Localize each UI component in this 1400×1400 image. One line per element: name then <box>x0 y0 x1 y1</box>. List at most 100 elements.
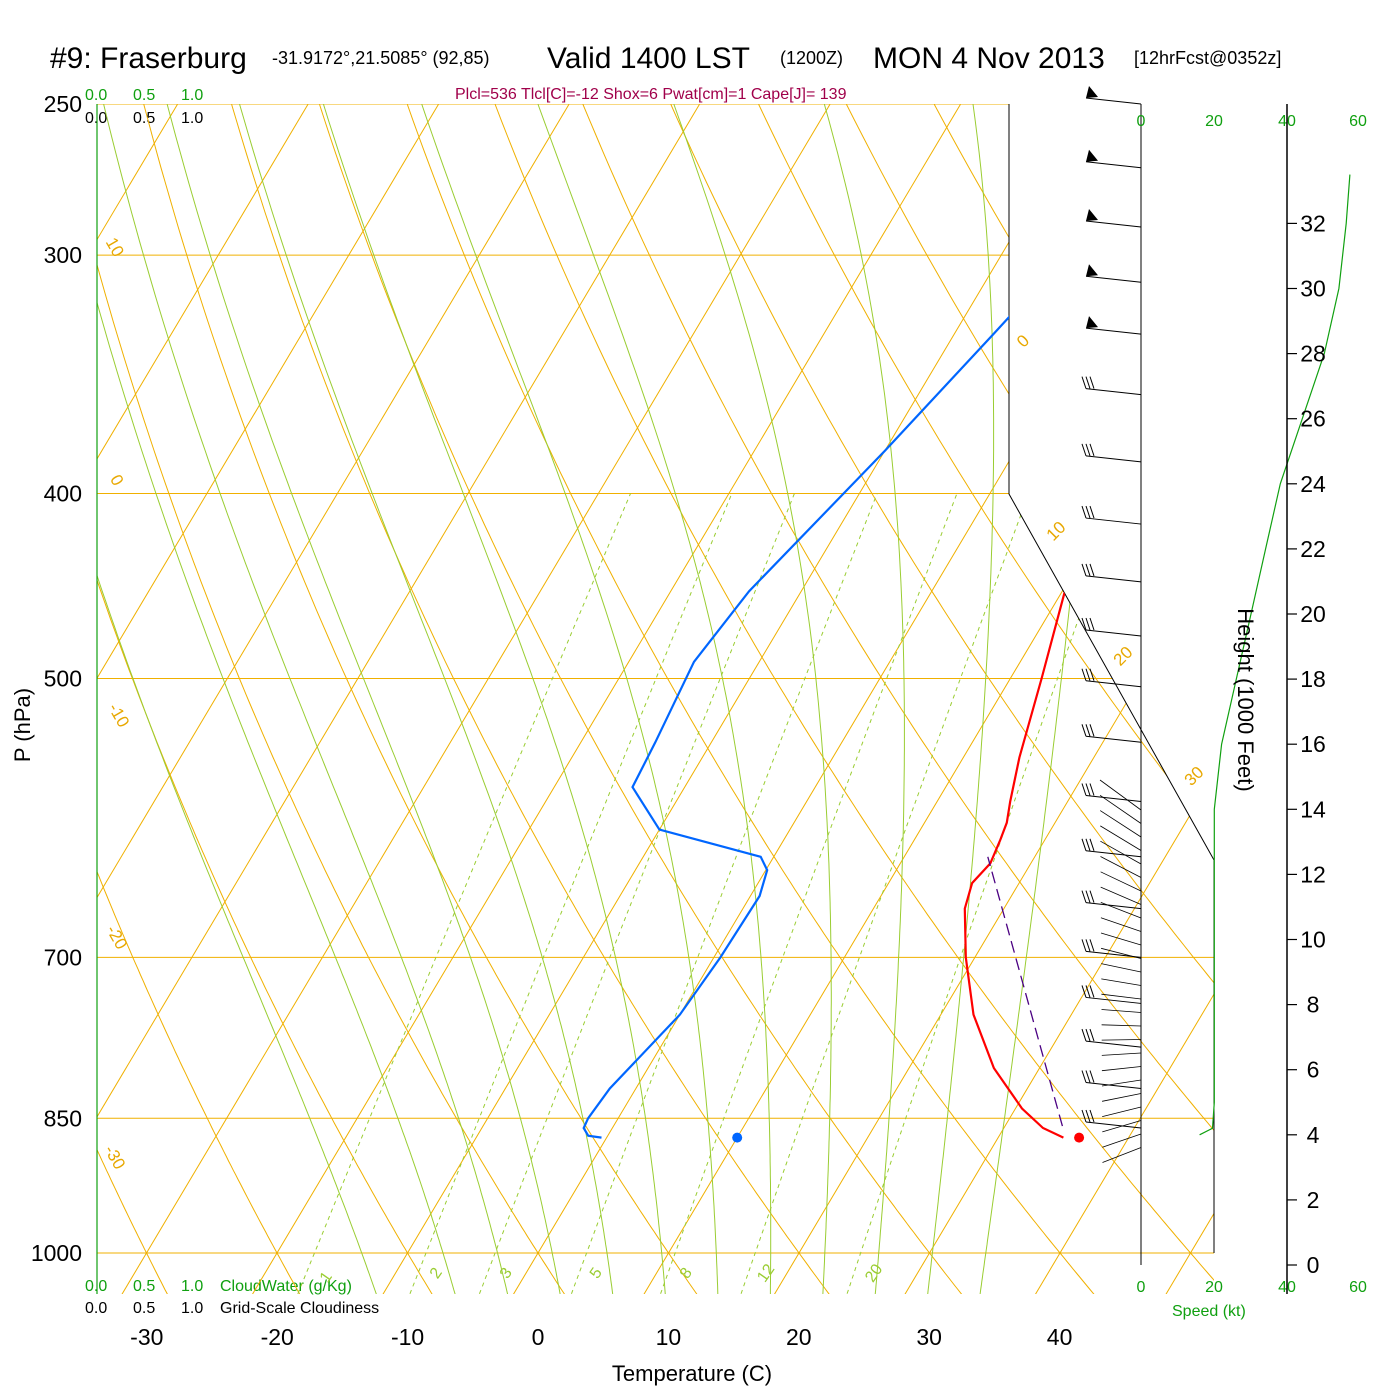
isotherm-line <box>97 104 590 1294</box>
dry-adiabat <box>97 104 437 1294</box>
mixing-ratio-line <box>294 493 631 1294</box>
wind-barb <box>1102 1147 1142 1163</box>
temp-tick-label: 20 <box>786 1324 812 1350</box>
height-tick-label: 22 <box>1300 536 1326 562</box>
wind-barb <box>1101 947 1142 959</box>
wind-barb <box>1081 724 1142 743</box>
station-title: #9: Fraserburg <box>50 42 247 75</box>
pressure-tick-850: 850 <box>44 1105 82 1131</box>
moist-adiabat <box>415 104 719 1294</box>
isotherm-label: -30 <box>100 1142 129 1173</box>
wind-barb <box>1101 1009 1142 1013</box>
speed-tick-bottom: 60 <box>1349 1279 1367 1296</box>
moist-adiabat <box>667 104 832 1294</box>
speed-tick-top: 20 <box>1205 113 1223 130</box>
moist-adiabat <box>234 104 615 1294</box>
dry-adiabat <box>481 104 1214 1294</box>
wind-barb <box>1085 316 1142 335</box>
isotherm-line <box>247 104 982 1294</box>
sounding-profiles <box>582 113 1200 1143</box>
isotherm-line <box>1030 104 1214 1294</box>
valid-time: Valid 1400 LST <box>547 42 750 75</box>
temperature-surface-point <box>1074 1132 1085 1143</box>
mixing-ratio-label: 8 <box>677 1265 696 1282</box>
cloud-scale-bottom: 0.0 0.5 1.0 CloudWater (g/Kg) 0.0 0.5 1.… <box>85 1278 379 1317</box>
isotherm-label: -20 <box>102 922 131 953</box>
speed-tick-bottom: 0 <box>1137 1279 1146 1296</box>
dry-adiabat <box>308 104 968 1294</box>
height-tick-label: 8 <box>1307 992 1320 1018</box>
temperature-profile <box>963 113 1200 1139</box>
isotherm-line <box>1161 104 1214 1294</box>
wind-barb <box>1101 1024 1142 1027</box>
wind-barb <box>1100 886 1142 905</box>
station-coords: -31.9172°,21.5085° (92,85) <box>272 48 490 68</box>
wind-barb <box>1101 1039 1142 1041</box>
temp-tick-label: 10 <box>656 1324 682 1350</box>
wind-barb <box>1100 871 1142 892</box>
mixing-ratio-line <box>476 493 795 1294</box>
moist-adiabat <box>819 104 905 1294</box>
height-tick-label: 10 <box>1300 927 1326 953</box>
pressure-tick-400: 400 <box>44 481 82 507</box>
speed-axis-label: Speed (kt) <box>1172 1303 1246 1320</box>
height-tick-label: 12 <box>1300 861 1326 887</box>
wind-barb <box>1101 963 1142 973</box>
moist-adiabat <box>531 104 772 1294</box>
dry-adiabat <box>134 104 703 1294</box>
cloudiness-label: Grid-Scale Cloudiness <box>220 1300 379 1317</box>
moist-adiabat <box>97 104 458 1294</box>
height-tick-label: 30 <box>1300 276 1326 302</box>
cloud-scale-bottom-black-0: 0.0 <box>85 1300 107 1317</box>
height-tick-label: 16 <box>1300 731 1326 757</box>
mixing-ratio-line <box>568 493 878 1294</box>
mixing-ratio-label: 20 <box>862 1261 886 1285</box>
height-tick-label: 26 <box>1300 406 1326 432</box>
valid-date: MON 4 Nov 2013 <box>873 42 1105 75</box>
isotherm-line <box>900 104 1214 1294</box>
wind-barb <box>1101 1079 1142 1087</box>
cloud-scale-top-black-1: 0.5 <box>133 110 155 127</box>
wind-barb <box>1085 264 1142 283</box>
wind-barb <box>1102 1093 1142 1102</box>
mixing-ratio-label: 3 <box>497 1265 516 1282</box>
dry-adiabat <box>221 104 835 1294</box>
wind-barb <box>1085 209 1142 228</box>
wind-barb <box>1099 794 1142 824</box>
wind-barb <box>1081 376 1142 396</box>
wind-barb <box>1081 617 1142 637</box>
wind-barb <box>1085 86 1142 105</box>
moist-adiabat <box>97 104 380 1294</box>
wind-barb <box>1099 779 1142 811</box>
isotherm-line <box>97 104 721 1294</box>
wind-barb <box>1081 563 1142 583</box>
mixing-ratio-label: 5 <box>587 1265 606 1282</box>
wind-barb <box>1100 902 1142 919</box>
height-tick-label: 18 <box>1300 666 1326 692</box>
zulu-time: (1200Z) <box>780 48 843 68</box>
forecast-label: [12hrFcst@0352z] <box>1134 48 1281 68</box>
dry-adiabat <box>655 104 1214 1294</box>
dry-adiabat <box>568 104 1214 1294</box>
temp-tick-label: 40 <box>1047 1324 1073 1350</box>
wind-barb <box>1100 856 1142 878</box>
wind-barb <box>1100 825 1142 851</box>
mixing-ratio-label: 12 <box>754 1261 778 1285</box>
dry-adiabat <box>97 104 305 1294</box>
isotherm-label: 20 <box>1110 643 1137 670</box>
dry-adiabat <box>97 104 172 1294</box>
isotherm-label: 0 <box>106 471 127 489</box>
wind-barb <box>1102 1133 1142 1148</box>
wind-barb <box>1081 505 1142 525</box>
isotherm-line <box>97 104 329 1294</box>
isotherm-line <box>97 104 460 1294</box>
temp-tick-label: -10 <box>391 1324 424 1350</box>
thermo-grid <box>97 104 1214 1294</box>
moist-adiabat <box>162 104 562 1294</box>
mixing-ratio-line <box>844 493 1124 1294</box>
cloud-scale-top-green-1: 0.5 <box>133 87 155 104</box>
mixing-ratio-line <box>737 493 1030 1294</box>
mixing-ratio-label: 2 <box>427 1265 446 1282</box>
